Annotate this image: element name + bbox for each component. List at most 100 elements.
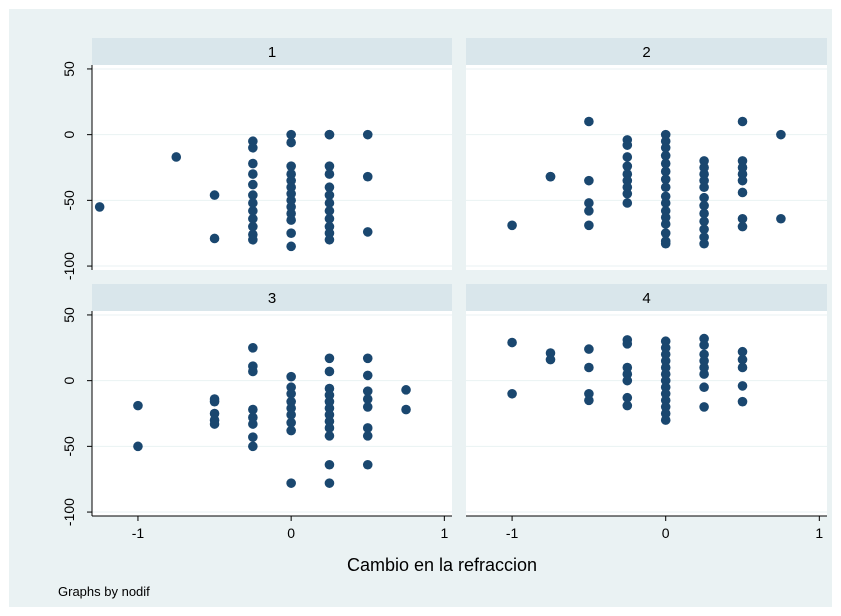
data-point bbox=[737, 381, 748, 391]
data-point bbox=[286, 410, 296, 420]
panels: 1 50 0 -50 -100 2 3 50 0 -50 -100 -1 0 1 4 -1 0 1 bbox=[61, 38, 827, 541]
data-point bbox=[584, 220, 594, 231]
data-point bbox=[660, 174, 671, 185]
data-point bbox=[286, 241, 296, 252]
data-point bbox=[362, 171, 373, 182]
data-point bbox=[699, 156, 709, 166]
data-point bbox=[209, 419, 220, 429]
data-point bbox=[362, 423, 373, 433]
data-point bbox=[362, 394, 373, 404]
data-point bbox=[133, 400, 143, 411]
data-point bbox=[622, 161, 633, 171]
data-point bbox=[362, 402, 373, 412]
data-point bbox=[362, 227, 373, 237]
data-point bbox=[286, 478, 296, 488]
plot-area bbox=[92, 65, 452, 270]
data-point bbox=[622, 198, 633, 208]
data-point bbox=[660, 375, 671, 386]
data-point bbox=[660, 142, 671, 153]
data-point bbox=[324, 190, 335, 200]
data-point bbox=[699, 356, 709, 366]
y-tick-label: 50 bbox=[61, 61, 77, 77]
data-point bbox=[209, 408, 220, 419]
data-point bbox=[660, 342, 671, 353]
x-tick-label: -1 bbox=[132, 525, 145, 541]
data-point bbox=[507, 388, 517, 399]
data-point bbox=[660, 158, 671, 169]
data-point bbox=[248, 190, 258, 200]
data-point bbox=[209, 190, 220, 200]
data-point bbox=[660, 150, 671, 161]
data-point bbox=[584, 175, 594, 186]
data-point bbox=[737, 156, 748, 166]
data-point bbox=[660, 415, 671, 425]
data-point bbox=[622, 392, 633, 403]
data-point bbox=[737, 346, 748, 357]
plot-area bbox=[92, 311, 452, 516]
data-point bbox=[324, 390, 335, 400]
data-point bbox=[286, 371, 296, 382]
data-point bbox=[171, 152, 182, 162]
data-point bbox=[584, 206, 594, 216]
data-point bbox=[699, 162, 709, 173]
data-point bbox=[248, 169, 258, 179]
data-point bbox=[401, 404, 411, 415]
data-point bbox=[286, 382, 296, 393]
graphs-by-note: Graphs by nodif bbox=[58, 584, 150, 599]
data-point bbox=[362, 353, 373, 364]
data-point bbox=[248, 213, 258, 224]
data-point bbox=[660, 228, 671, 239]
data-point bbox=[286, 188, 296, 199]
data-point bbox=[324, 161, 335, 171]
y-tick-label: -100 bbox=[61, 498, 77, 526]
data-point bbox=[660, 382, 671, 393]
data-point bbox=[622, 152, 633, 162]
data-point bbox=[622, 339, 633, 349]
data-point bbox=[324, 198, 335, 208]
data-point bbox=[660, 369, 671, 379]
data-point bbox=[660, 336, 671, 347]
data-point bbox=[545, 171, 556, 182]
data-point bbox=[699, 169, 709, 179]
data-point bbox=[248, 366, 258, 377]
data-point bbox=[248, 221, 258, 232]
data-point bbox=[622, 400, 633, 411]
data-point bbox=[324, 353, 335, 364]
x-tick-label: 0 bbox=[287, 525, 295, 541]
data-point bbox=[324, 366, 335, 377]
data-point bbox=[248, 158, 258, 169]
data-point bbox=[584, 116, 594, 127]
data-point bbox=[324, 459, 335, 470]
x-tick-label: 0 bbox=[662, 525, 670, 541]
data-point bbox=[248, 179, 258, 190]
data-point bbox=[699, 362, 709, 373]
data-point bbox=[324, 228, 335, 239]
data-point bbox=[324, 410, 335, 420]
data-point bbox=[622, 175, 633, 186]
data-point bbox=[660, 238, 671, 249]
panel-header bbox=[466, 284, 827, 311]
data-point bbox=[622, 169, 633, 179]
data-point bbox=[660, 191, 671, 202]
y-tick-label: -50 bbox=[61, 190, 77, 210]
data-point bbox=[286, 403, 296, 414]
data-point bbox=[699, 402, 709, 412]
panel-title: 3 bbox=[268, 290, 276, 307]
data-point bbox=[286, 202, 296, 212]
data-point bbox=[324, 396, 335, 407]
data-point bbox=[622, 188, 633, 199]
data-point bbox=[737, 116, 748, 127]
data-point bbox=[545, 354, 556, 365]
data-point bbox=[622, 369, 633, 379]
data-point bbox=[776, 213, 786, 224]
data-point bbox=[699, 333, 709, 344]
data-point bbox=[362, 459, 373, 470]
data-point bbox=[660, 349, 671, 360]
data-point bbox=[737, 213, 748, 224]
data-point bbox=[133, 441, 143, 452]
data-point bbox=[209, 233, 220, 244]
plot-area bbox=[466, 311, 827, 516]
data-point bbox=[362, 370, 373, 381]
data-point bbox=[660, 212, 671, 223]
panel-header bbox=[466, 38, 827, 65]
